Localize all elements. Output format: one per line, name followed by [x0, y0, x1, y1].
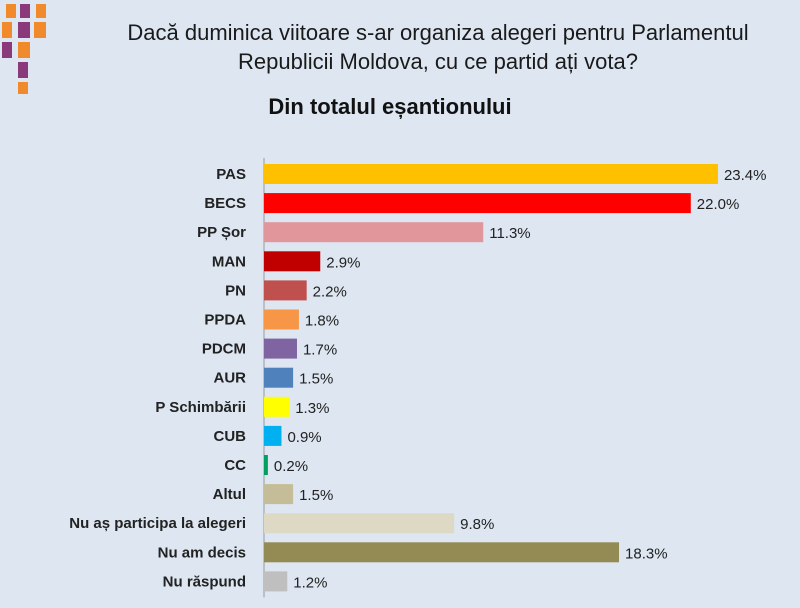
bar: [264, 425, 282, 446]
deco-square: [18, 82, 28, 94]
category-label: AUR: [214, 370, 247, 387]
value-label: 1.3%: [295, 400, 329, 417]
category-label: PN: [225, 282, 246, 299]
deco-square: [2, 42, 12, 58]
category-label: Altul: [213, 486, 246, 503]
deco-square: [6, 4, 16, 18]
value-label: 0.9%: [287, 429, 321, 446]
deco-square: [34, 22, 46, 38]
deco-square: [18, 42, 30, 58]
value-label: 23.4%: [724, 167, 767, 184]
category-label: P Schimbării: [155, 399, 246, 416]
category-label: BECS: [204, 195, 246, 212]
bar: [264, 571, 288, 592]
value-label: 22.0%: [697, 196, 740, 213]
chart-title: Din totalul eșantionului: [268, 94, 512, 119]
bar: [264, 193, 691, 214]
bar: [264, 367, 294, 388]
category-label: CC: [224, 457, 246, 474]
category-label: MAN: [212, 253, 246, 270]
value-label: 1.7%: [303, 342, 337, 359]
value-label: 2.2%: [313, 283, 347, 300]
title-line-2: Republicii Moldova, cu ce partid ați vot…: [238, 49, 638, 74]
value-label: 1.5%: [299, 487, 333, 504]
bar: [264, 222, 484, 243]
category-label: PP Șor: [197, 224, 246, 241]
value-label: 0.2%: [274, 458, 308, 475]
value-label: 9.8%: [460, 516, 494, 533]
value-label: 1.8%: [305, 313, 339, 330]
bar: [264, 396, 290, 417]
bar: [264, 542, 620, 563]
deco-square: [18, 22, 30, 38]
bar: [264, 484, 294, 505]
value-label: 18.3%: [625, 545, 668, 562]
bar: [264, 309, 299, 330]
title-line-1: Dacă duminica viitoare s-ar organiza ale…: [127, 20, 749, 45]
category-label: Nu am decis: [158, 544, 246, 561]
category-label: Nu aș participa la alegeri: [69, 515, 246, 532]
bar-chart: PAS 23.4% BECS 22.0% PP Șor 11.3% MAN 2.9% PN 2.2…: [69, 158, 767, 598]
bar: [264, 338, 297, 359]
bar: [264, 251, 321, 272]
page-title: Dacă duminica viitoare s-ar organiza ale…: [88, 18, 788, 76]
deco-square: [36, 4, 46, 18]
value-label: 1.2%: [293, 574, 327, 591]
deco-square: [20, 4, 30, 18]
value-label: 1.5%: [299, 371, 333, 388]
category-label: PPDA: [204, 312, 246, 329]
bar: [264, 455, 268, 475]
deco-square: [2, 22, 12, 38]
value-label: 11.3%: [489, 225, 530, 242]
bar: [264, 164, 718, 184]
category-label: PAS: [216, 166, 246, 183]
category-label: PDCM: [202, 341, 246, 358]
bar: [264, 280, 307, 301]
deco-square: [18, 62, 28, 78]
category-label: CUB: [214, 428, 247, 445]
category-label: Nu răspund: [163, 573, 246, 590]
bar: [264, 513, 455, 534]
value-label: 2.9%: [326, 254, 360, 271]
